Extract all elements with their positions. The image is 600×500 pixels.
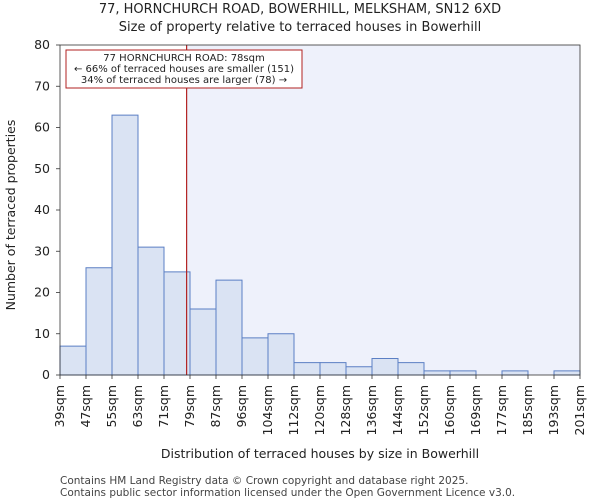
x-tick-label: 144sqm bbox=[390, 385, 405, 435]
x-tick-label: 55sqm bbox=[104, 385, 119, 428]
annotation-line-2: ← 66% of terraced houses are smaller (15… bbox=[74, 64, 294, 75]
bar-63sqm bbox=[137, 246, 165, 376]
x-tick-label: 112sqm bbox=[286, 385, 301, 435]
footer-line-1: Contains HM Land Registry data © Crown c… bbox=[60, 475, 468, 487]
y-tick-label: 20 bbox=[34, 285, 50, 300]
x-tick-label: 79sqm bbox=[182, 385, 197, 428]
annotation-line-1: 77 HORNCHURCH ROAD: 78sqm bbox=[103, 53, 264, 64]
x-tick-label: 152sqm bbox=[416, 385, 431, 435]
x-tick-label: 128sqm bbox=[338, 385, 353, 435]
footer-line-2: Contains public sector information licen… bbox=[60, 487, 515, 499]
larger-region-highlight bbox=[186, 45, 580, 375]
bar-177sqm bbox=[501, 370, 529, 376]
bar-87sqm bbox=[215, 279, 243, 376]
y-axis-label: Number of terraced properties bbox=[3, 120, 18, 311]
x-tick-label: 96sqm bbox=[234, 385, 249, 428]
bar-71sqm bbox=[163, 271, 191, 376]
y-tick-label: 70 bbox=[34, 78, 50, 93]
bar-144sqm bbox=[397, 362, 425, 376]
x-tick-label: 201sqm bbox=[572, 385, 587, 435]
x-tick-label: 87sqm bbox=[208, 385, 223, 428]
bar-104sqm bbox=[267, 333, 295, 376]
annotation-box bbox=[65, 49, 303, 89]
x-tick-label: 185sqm bbox=[520, 385, 535, 435]
x-tick-label: 71sqm bbox=[156, 385, 171, 428]
x-tick-label: 104sqm bbox=[260, 385, 275, 435]
y-tick-label: 40 bbox=[34, 202, 50, 217]
bar-39sqm bbox=[59, 345, 87, 376]
y-tick-label: 80 bbox=[34, 37, 50, 52]
x-tick-label: 160sqm bbox=[442, 385, 457, 435]
bar-96sqm bbox=[241, 337, 269, 376]
y-tick-label: 30 bbox=[34, 243, 50, 258]
bar-120sqm bbox=[319, 362, 347, 376]
bar-128sqm bbox=[345, 366, 373, 376]
plot-frame bbox=[59, 44, 581, 376]
bar-79sqm bbox=[189, 308, 217, 376]
annotation-line-3: 34% of terraced houses are larger (78) → bbox=[81, 75, 287, 86]
chart-title: 77, HORNCHURCH ROAD, BOWERHILL, MELKSHAM… bbox=[99, 2, 501, 17]
x-tick-label: 63sqm bbox=[130, 385, 145, 428]
x-tick-label: 47sqm bbox=[78, 385, 93, 428]
y-tick-label: 0 bbox=[42, 367, 50, 382]
x-axis-label: Distribution of terraced houses by size … bbox=[161, 446, 479, 461]
bar-47sqm bbox=[85, 267, 113, 376]
bar-136sqm bbox=[371, 358, 399, 376]
y-tick-label: 60 bbox=[34, 120, 50, 135]
bar-152sqm bbox=[423, 370, 451, 376]
x-tick-label: 169sqm bbox=[468, 385, 483, 435]
y-tick-label: 50 bbox=[34, 161, 50, 176]
bar-112sqm bbox=[293, 362, 321, 376]
chart-subtitle: Size of property relative to terraced ho… bbox=[119, 20, 481, 35]
x-tick-label: 39sqm bbox=[52, 385, 67, 428]
x-tick-label: 193sqm bbox=[546, 385, 561, 435]
y-tick-label: 10 bbox=[34, 326, 50, 341]
x-tick-label: 120sqm bbox=[312, 385, 327, 435]
bar-193sqm bbox=[553, 370, 581, 376]
x-tick-label: 136sqm bbox=[364, 385, 379, 435]
bar-55sqm bbox=[111, 114, 139, 376]
bar-160sqm bbox=[449, 370, 477, 376]
x-tick-label: 177sqm bbox=[494, 385, 509, 435]
